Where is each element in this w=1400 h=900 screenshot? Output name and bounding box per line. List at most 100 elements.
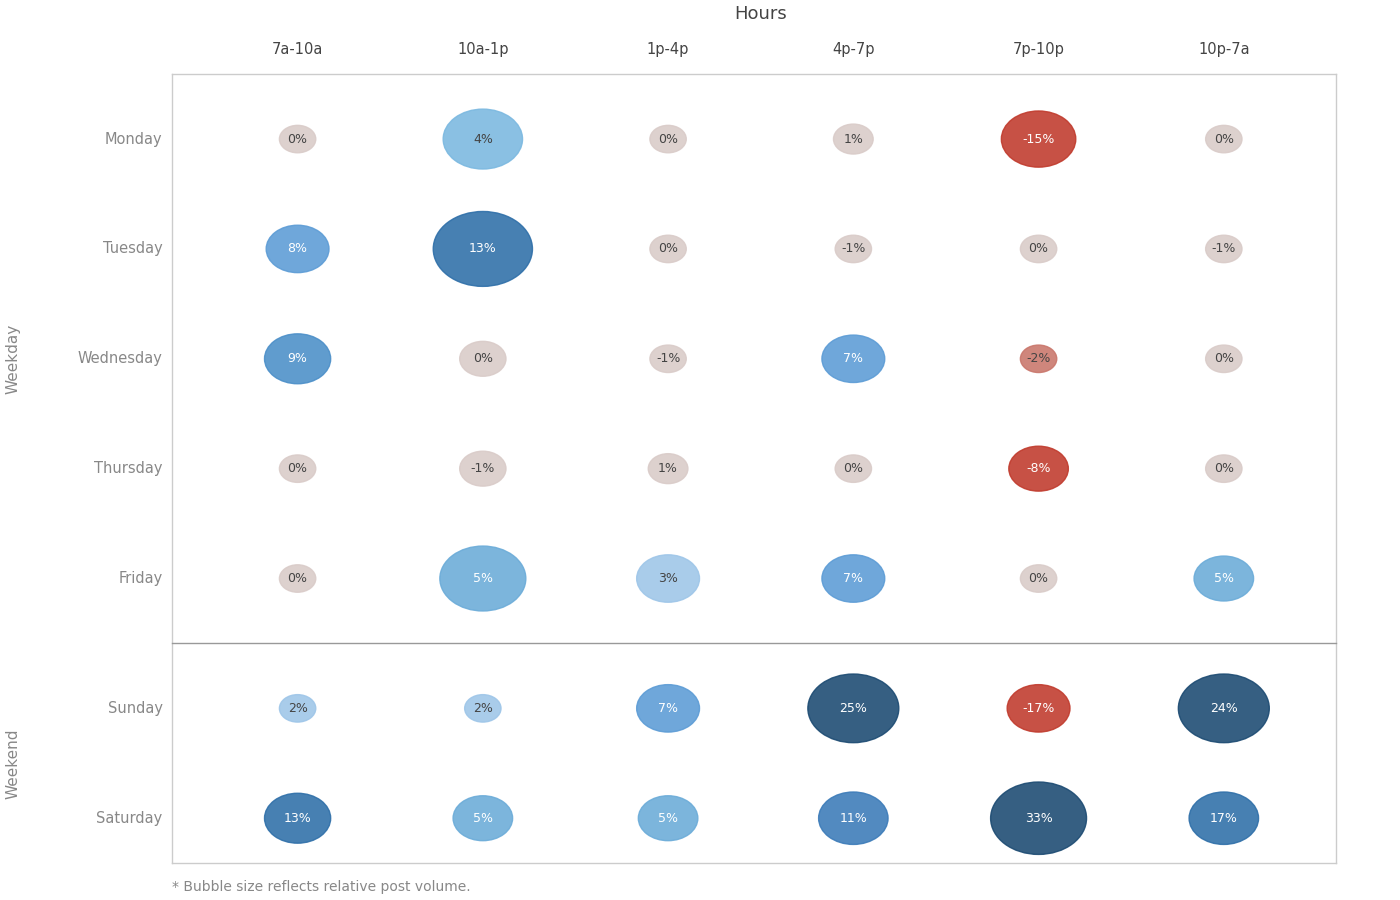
Circle shape — [1189, 792, 1259, 844]
Circle shape — [833, 124, 874, 154]
Text: 1p-4p: 1p-4p — [647, 41, 689, 57]
Circle shape — [280, 454, 316, 482]
Circle shape — [459, 341, 505, 376]
Text: 0%: 0% — [287, 572, 308, 585]
Text: 5%: 5% — [1214, 572, 1233, 585]
Text: 7%: 7% — [843, 572, 864, 585]
Text: * Bubble size reflects relative post volume.: * Bubble size reflects relative post vol… — [172, 880, 470, 894]
Circle shape — [265, 793, 330, 843]
Circle shape — [1021, 235, 1057, 263]
Text: Saturday: Saturday — [97, 811, 162, 825]
Text: 1%: 1% — [658, 463, 678, 475]
Text: 2%: 2% — [473, 702, 493, 715]
Circle shape — [822, 335, 885, 382]
Text: Tuesday: Tuesday — [102, 241, 162, 256]
Text: -2%: -2% — [1026, 352, 1051, 365]
Text: 11%: 11% — [840, 812, 867, 824]
Text: Monday: Monday — [105, 131, 162, 147]
Circle shape — [280, 695, 316, 722]
Circle shape — [444, 109, 522, 169]
Text: -1%: -1% — [655, 352, 680, 365]
Circle shape — [991, 782, 1086, 854]
Circle shape — [1021, 565, 1057, 592]
Text: Thursday: Thursday — [94, 461, 162, 476]
Circle shape — [648, 454, 687, 483]
Text: 5%: 5% — [473, 572, 493, 585]
Circle shape — [637, 554, 700, 602]
Text: -1%: -1% — [1211, 242, 1236, 256]
Text: 0%: 0% — [287, 463, 308, 475]
Text: 17%: 17% — [1210, 812, 1238, 824]
Text: 8%: 8% — [287, 242, 308, 256]
Text: Wednesday: Wednesday — [78, 351, 162, 366]
Text: 7%: 7% — [658, 702, 678, 715]
Circle shape — [1179, 674, 1270, 742]
Text: 0%: 0% — [1029, 572, 1049, 585]
Circle shape — [433, 212, 532, 286]
Text: Hours: Hours — [735, 5, 787, 23]
Text: 0%: 0% — [658, 242, 678, 256]
Text: 7%: 7% — [843, 352, 864, 365]
Circle shape — [459, 451, 505, 486]
Text: 9%: 9% — [287, 352, 308, 365]
Text: 7a-10a: 7a-10a — [272, 41, 323, 57]
Text: Weekday: Weekday — [6, 324, 21, 394]
Text: 13%: 13% — [469, 242, 497, 256]
Text: 0%: 0% — [1214, 132, 1233, 146]
Text: 0%: 0% — [287, 132, 308, 146]
Text: -1%: -1% — [470, 463, 496, 475]
Circle shape — [440, 546, 526, 611]
Text: 13%: 13% — [284, 812, 311, 824]
Text: 5%: 5% — [473, 812, 493, 824]
Circle shape — [1007, 685, 1070, 732]
Text: 1%: 1% — [843, 132, 864, 146]
Circle shape — [638, 796, 697, 841]
Text: 7p-10p: 7p-10p — [1012, 41, 1064, 57]
Circle shape — [1205, 125, 1242, 153]
Circle shape — [1009, 446, 1068, 491]
Text: -1%: -1% — [841, 242, 865, 256]
Text: 4p-7p: 4p-7p — [832, 41, 875, 57]
Text: 10p-7a: 10p-7a — [1198, 41, 1250, 57]
Circle shape — [650, 345, 686, 373]
Text: 2%: 2% — [287, 702, 308, 715]
Circle shape — [650, 125, 686, 153]
Circle shape — [1205, 345, 1242, 373]
Text: 5%: 5% — [658, 812, 678, 824]
Circle shape — [650, 235, 686, 263]
Text: 10a-1p: 10a-1p — [456, 41, 508, 57]
Circle shape — [266, 225, 329, 273]
Text: 0%: 0% — [658, 132, 678, 146]
Circle shape — [637, 685, 700, 732]
Circle shape — [836, 235, 872, 263]
Circle shape — [1001, 111, 1075, 167]
Text: 4%: 4% — [473, 132, 493, 146]
Text: 24%: 24% — [1210, 702, 1238, 715]
Text: Sunday: Sunday — [108, 701, 162, 716]
Text: 0%: 0% — [843, 463, 864, 475]
Text: -8%: -8% — [1026, 463, 1051, 475]
Circle shape — [1205, 235, 1242, 263]
Text: Weekend: Weekend — [6, 728, 21, 798]
Circle shape — [454, 796, 512, 841]
Text: 33%: 33% — [1025, 812, 1053, 824]
Text: 25%: 25% — [840, 702, 867, 715]
Circle shape — [1021, 345, 1057, 373]
Circle shape — [1194, 556, 1253, 601]
Circle shape — [836, 454, 872, 482]
Text: -17%: -17% — [1022, 702, 1054, 715]
Text: 0%: 0% — [473, 352, 493, 365]
Text: -15%: -15% — [1022, 132, 1054, 146]
Circle shape — [465, 695, 501, 722]
Text: Friday: Friday — [119, 571, 162, 586]
Text: 0%: 0% — [1214, 463, 1233, 475]
Circle shape — [280, 565, 316, 592]
Circle shape — [1205, 454, 1242, 482]
Text: 3%: 3% — [658, 572, 678, 585]
Text: 0%: 0% — [1029, 242, 1049, 256]
Circle shape — [280, 125, 316, 153]
Text: 0%: 0% — [1214, 352, 1233, 365]
Circle shape — [808, 674, 899, 742]
Circle shape — [265, 334, 330, 383]
Circle shape — [819, 792, 888, 844]
